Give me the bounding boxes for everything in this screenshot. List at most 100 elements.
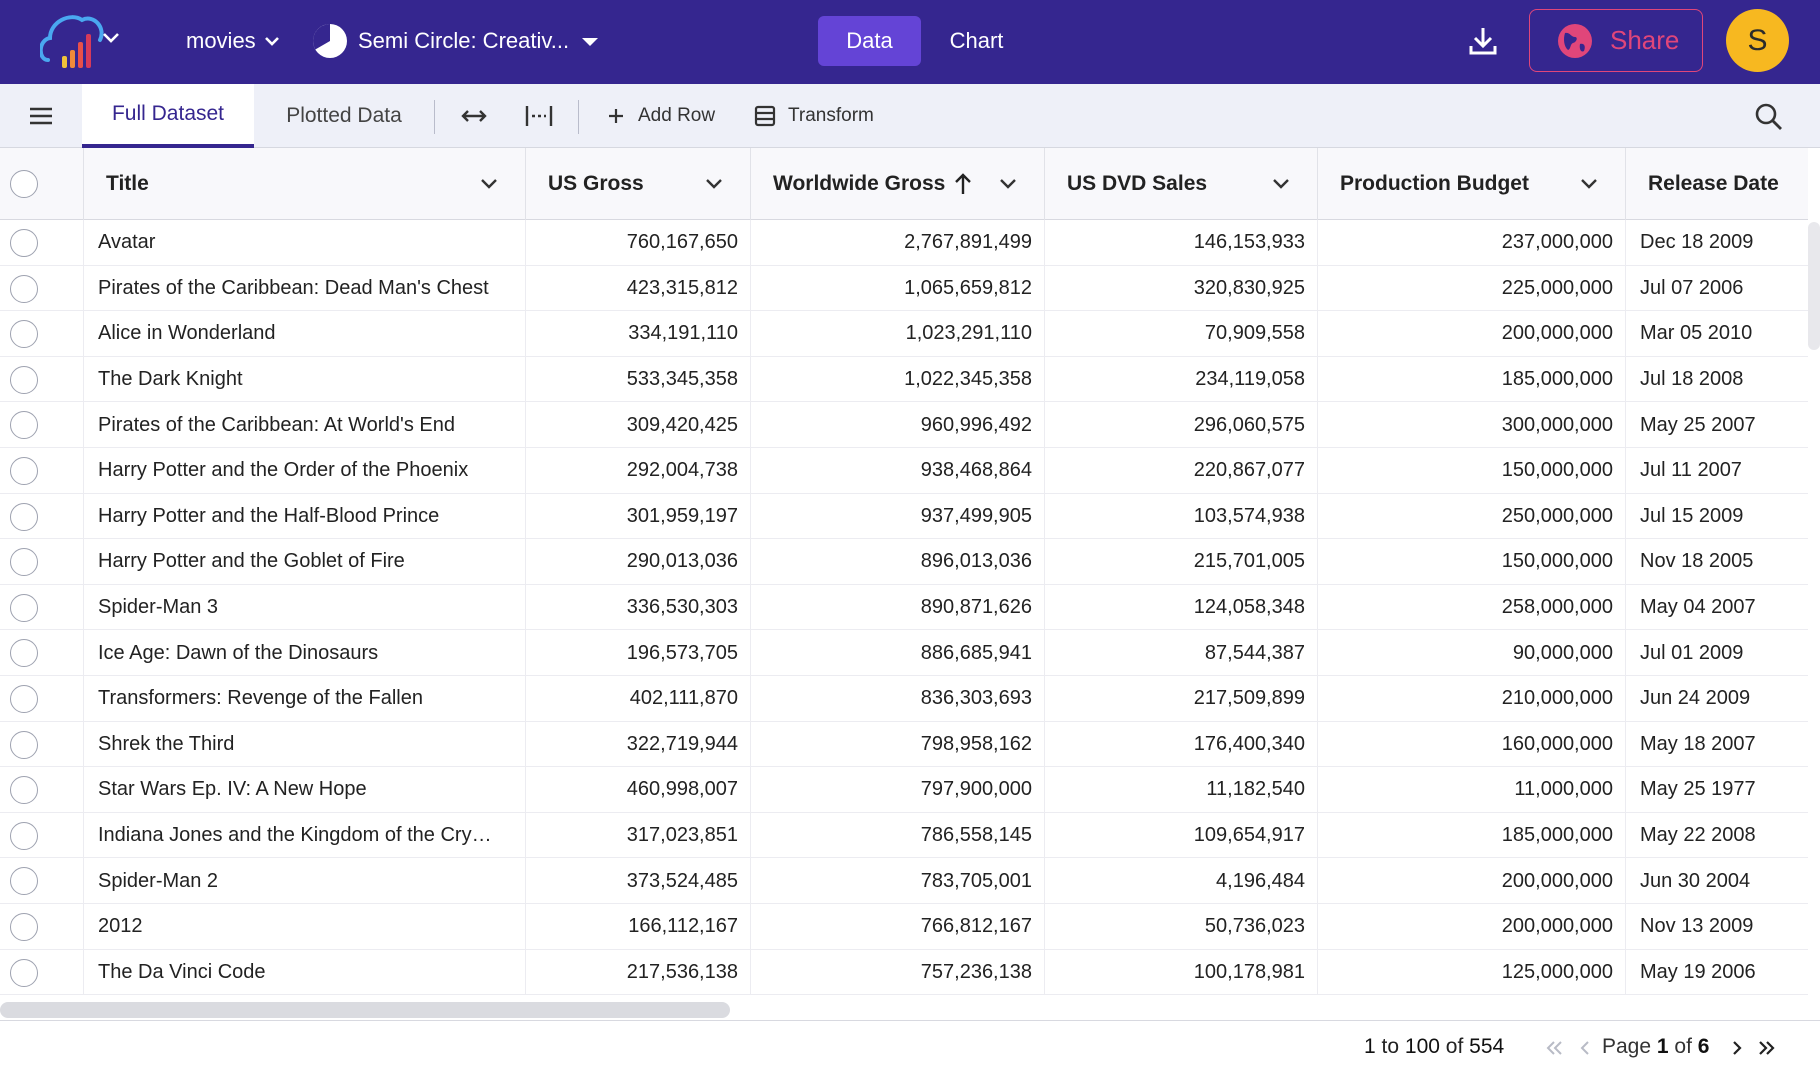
- cell-us-gross[interactable]: 290,013,036: [526, 539, 751, 585]
- row-checkbox[interactable]: [10, 502, 38, 531]
- cell-title[interactable]: Harry Potter and the Goblet of Fire: [84, 539, 526, 585]
- row-checkbox[interactable]: [10, 730, 38, 759]
- cell-title[interactable]: Ice Age: Dawn of the Dinosaurs: [84, 630, 526, 676]
- cell-us-gross[interactable]: 317,023,851: [526, 812, 751, 859]
- table-row[interactable]: Star Wars Ep. IV: A New Hope 460,998,007 7…: [0, 767, 1808, 813]
- user-avatar[interactable]: S: [1726, 9, 1789, 72]
- cell-production-budget[interactable]: 11,000,000: [1318, 767, 1626, 813]
- cell-production-budget[interactable]: 125,000,000: [1318, 949, 1626, 996]
- table-row[interactable]: Shrek the Third 322,719,944 798,958,162 176…: [0, 721, 1808, 768]
- cell-release-date[interactable]: Dec 18 2009: [1640, 231, 1754, 254]
- expand-columns-icon[interactable]: [459, 102, 489, 130]
- cell-worldwide-gross[interactable]: 783,705,001: [751, 858, 1045, 904]
- cell-us-gross[interactable]: 334,191,110: [526, 311, 751, 357]
- cell-worldwide-gross[interactable]: 896,013,036: [751, 539, 1045, 585]
- cell-release-date[interactable]: Jul 18 2008: [1640, 368, 1744, 391]
- cell-title[interactable]: Indiana Jones and the Kingdom of the Cry…: [84, 812, 526, 859]
- cell-title[interactable]: Spider-Man 3: [84, 584, 526, 631]
- cell-production-budget[interactable]: 200,000,000: [1318, 858, 1626, 904]
- table-row[interactable]: Avatar 760,167,650 2,767,891,499 146,153,93…: [0, 220, 1808, 266]
- cell-worldwide-gross[interactable]: 766,812,167: [751, 904, 1045, 950]
- cell-worldwide-gross[interactable]: 786,558,145: [751, 812, 1045, 859]
- column-header-production-budget[interactable]: Production Budget: [1318, 148, 1626, 220]
- cell-worldwide-gross[interactable]: 960,996,492: [751, 402, 1045, 448]
- table-row[interactable]: Harry Potter and the Half-Blood Prince 30…: [0, 493, 1808, 540]
- cell-us-dvd-sales[interactable]: 176,400,340: [1045, 721, 1318, 768]
- cell-worldwide-gross[interactable]: 798,958,162: [751, 721, 1045, 768]
- row-checkbox[interactable]: [10, 593, 38, 622]
- table-row[interactable]: Indiana Jones and the Kingdom of the Cry…: [0, 812, 1808, 859]
- menu-icon[interactable]: [28, 104, 54, 128]
- table-row[interactable]: The Da Vinci Code 217,536,138 757,236,138 1…: [0, 949, 1808, 996]
- cell-production-budget[interactable]: 160,000,000: [1318, 721, 1626, 768]
- cell-release-date[interactable]: May 19 2006: [1640, 960, 1756, 983]
- cell-us-dvd-sales[interactable]: 296,060,575: [1045, 402, 1318, 448]
- cell-release-date[interactable]: Jul 15 2009: [1640, 504, 1744, 527]
- cell-title[interactable]: Pirates of the Caribbean: Dead Man's Che…: [84, 265, 526, 312]
- row-checkbox[interactable]: [10, 685, 38, 713]
- share-button[interactable]: Share: [1529, 9, 1703, 72]
- chevron-down-icon[interactable]: [1271, 174, 1291, 194]
- column-header-us-gross[interactable]: US Gross: [526, 148, 751, 220]
- cell-production-budget[interactable]: 200,000,000: [1318, 904, 1626, 950]
- cell-us-gross[interactable]: 292,004,738: [526, 448, 751, 494]
- cell-production-budget[interactable]: 258,000,000: [1318, 584, 1626, 631]
- cell-title[interactable]: The Dark Knight: [84, 356, 526, 403]
- cell-us-gross[interactable]: 336,530,303: [526, 584, 751, 631]
- cell-release-date[interactable]: May 22 2008: [1640, 824, 1756, 847]
- search-icon[interactable]: [1754, 102, 1784, 132]
- row-checkbox[interactable]: [10, 639, 38, 668]
- vertical-scrollbar[interactable]: [1808, 222, 1820, 350]
- row-checkbox[interactable]: [10, 548, 38, 577]
- cell-production-budget[interactable]: 237,000,000: [1318, 220, 1626, 266]
- cell-release-date[interactable]: Jul 07 2006: [1640, 276, 1744, 299]
- row-checkbox[interactable]: [10, 867, 38, 896]
- cell-us-dvd-sales[interactable]: 220,867,077: [1045, 448, 1318, 494]
- cell-title[interactable]: The Da Vinci Code: [84, 949, 526, 996]
- table-row[interactable]: Alice in Wonderland 334,191,110 1,023,291,…: [0, 311, 1808, 357]
- tab-data[interactable]: Data: [818, 16, 921, 66]
- table-row[interactable]: Pirates of the Caribbean: At World's End…: [0, 402, 1808, 448]
- row-checkbox[interactable]: [10, 365, 38, 394]
- next-page-icon[interactable]: [1726, 1037, 1748, 1059]
- cell-us-dvd-sales[interactable]: 124,058,348: [1045, 584, 1318, 631]
- cell-production-budget[interactable]: 185,000,000: [1318, 356, 1626, 403]
- cell-us-dvd-sales[interactable]: 215,701,005: [1045, 539, 1318, 585]
- cell-title[interactable]: Harry Potter and the Half-Blood Prince: [84, 493, 526, 540]
- cell-release-date[interactable]: Jul 11 2007: [1640, 459, 1742, 482]
- cell-release-date[interactable]: May 04 2007: [1640, 596, 1756, 619]
- cell-us-dvd-sales[interactable]: 103,574,938: [1045, 493, 1318, 540]
- cell-us-gross[interactable]: 166,112,167: [526, 904, 751, 950]
- cell-title[interactable]: Avatar: [84, 220, 526, 266]
- cell-production-budget[interactable]: 300,000,000: [1318, 402, 1626, 448]
- cell-release-date[interactable]: Jul 01 2009: [1640, 641, 1744, 664]
- row-checkbox[interactable]: [10, 274, 38, 303]
- cell-worldwide-gross[interactable]: 1,022,345,358: [751, 356, 1045, 403]
- cell-us-dvd-sales[interactable]: 11,182,540: [1045, 767, 1318, 813]
- table-row[interactable]: Harry Potter and the Goblet of Fire 290,0…: [0, 539, 1808, 585]
- table-row[interactable]: Transformers: Revenge of the Fallen 402,1…: [0, 676, 1808, 722]
- cell-title[interactable]: Star Wars Ep. IV: A New Hope: [84, 767, 526, 813]
- row-checkbox[interactable]: [10, 457, 38, 485]
- cell-us-dvd-sales[interactable]: 4,196,484: [1045, 858, 1318, 904]
- add-row-button[interactable]: Add Row: [606, 100, 715, 132]
- cell-us-dvd-sales[interactable]: 320,830,925: [1045, 265, 1318, 312]
- cell-us-gross[interactable]: 301,959,197: [526, 493, 751, 540]
- column-header-release-date[interactable]: Release Date: [1626, 148, 1808, 220]
- row-checkbox[interactable]: [10, 821, 38, 850]
- select-all-checkbox[interactable]: [10, 170, 38, 198]
- app-logo-icon[interactable]: [38, 10, 106, 72]
- fit-columns-icon[interactable]: [524, 102, 554, 130]
- cell-production-budget[interactable]: 90,000,000: [1318, 630, 1626, 676]
- cell-us-dvd-sales[interactable]: 87,544,387: [1045, 630, 1318, 676]
- cell-production-budget[interactable]: 210,000,000: [1318, 676, 1626, 722]
- cell-worldwide-gross[interactable]: 938,468,864: [751, 448, 1045, 494]
- column-header-title[interactable]: Title: [84, 148, 526, 220]
- cell-us-dvd-sales[interactable]: 146,153,933: [1045, 220, 1318, 266]
- chevron-down-icon[interactable]: [998, 174, 1018, 194]
- horizontal-scrollbar[interactable]: [0, 1002, 730, 1018]
- row-checkbox[interactable]: [10, 913, 38, 941]
- cell-title[interactable]: Transformers: Revenge of the Fallen: [84, 676, 526, 722]
- cell-title[interactable]: 2012: [84, 904, 526, 950]
- cell-release-date[interactable]: May 25 1977: [1640, 778, 1756, 801]
